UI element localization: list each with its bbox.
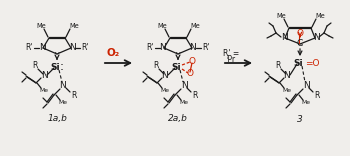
Text: C: C [297, 39, 303, 49]
Text: O: O [187, 68, 194, 78]
Text: R: R [71, 90, 77, 100]
Text: R: R [32, 61, 38, 71]
Text: 1a,b: 1a,b [47, 115, 67, 124]
Text: O: O [296, 29, 303, 37]
Text: 2a,b: 2a,b [168, 115, 188, 124]
Text: R': R' [202, 44, 210, 53]
Text: Me: Me [301, 100, 310, 105]
Text: R': R' [146, 44, 154, 53]
Text: =O: =O [305, 58, 319, 68]
Text: 3: 3 [297, 115, 303, 124]
Text: R': R' [81, 44, 89, 53]
Text: Me: Me [315, 13, 325, 19]
Text: Me: Me [161, 88, 169, 93]
Text: N: N [181, 81, 187, 90]
Text: Me: Me [69, 23, 79, 29]
Text: Me: Me [180, 100, 189, 105]
Text: N: N [303, 81, 309, 90]
Text: ⁱPr: ⁱPr [226, 56, 236, 64]
Text: N: N [160, 44, 166, 53]
Text: Me: Me [58, 100, 68, 105]
Text: N: N [41, 71, 47, 80]
Text: R' =: R' = [223, 49, 239, 58]
Text: N: N [162, 71, 168, 80]
Text: Me: Me [282, 88, 292, 93]
Text: Me: Me [276, 13, 286, 19]
Text: N: N [38, 44, 46, 53]
Text: R': R' [25, 44, 33, 53]
Text: ··: ·· [54, 48, 64, 58]
Text: O: O [189, 58, 196, 66]
Text: :: : [60, 61, 64, 73]
Text: R: R [153, 61, 159, 71]
Text: ··: ·· [175, 48, 185, 58]
Text: O₂: O₂ [106, 48, 120, 58]
Text: Si: Si [293, 58, 303, 68]
Text: N: N [60, 81, 66, 90]
Text: R: R [314, 90, 320, 100]
Text: Me: Me [36, 23, 46, 29]
Text: R: R [192, 90, 198, 100]
Text: ··: ·· [297, 40, 307, 50]
Text: Me: Me [157, 23, 167, 29]
Text: Si: Si [171, 63, 181, 71]
Text: Me: Me [190, 23, 200, 29]
Text: N: N [284, 71, 290, 80]
Text: Me: Me [40, 88, 49, 93]
Text: Si: Si [50, 63, 60, 71]
Text: R: R [275, 61, 281, 71]
Text: N: N [190, 44, 196, 53]
Text: N: N [69, 44, 75, 53]
Text: N: N [313, 34, 319, 42]
Text: N: N [281, 34, 287, 42]
